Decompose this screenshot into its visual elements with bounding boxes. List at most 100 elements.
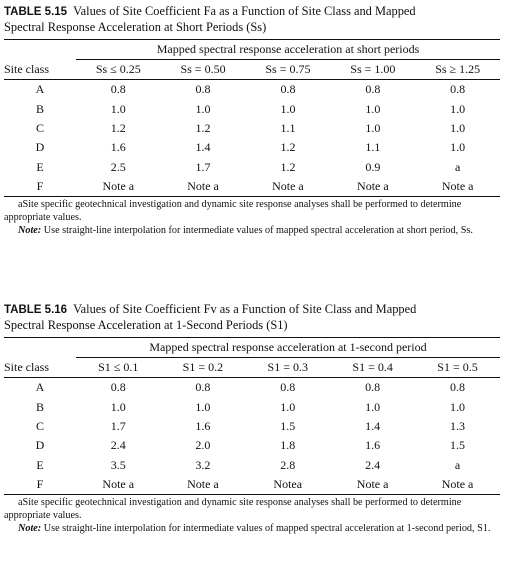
- note-cell: Note a: [76, 176, 161, 198]
- site-class-header: Site class: [4, 59, 76, 80]
- note: Note: Use straight-line interpolation fo…: [4, 225, 500, 238]
- value-cell: 1.7: [195, 159, 211, 174]
- value-cell: 1.0: [450, 120, 466, 135]
- table-row: E 2.5 1.7 1.2 0.9 a: [4, 158, 500, 177]
- note-cell: Note a: [330, 176, 416, 198]
- value-cell: 1.4: [365, 418, 381, 433]
- value-cell: 1.8: [280, 438, 296, 453]
- table-5-16-block: TABLE 5.16 Values of Site Coefficient Fv …: [4, 302, 500, 535]
- site-class-cell: E: [36, 159, 44, 174]
- value-cell: 1.1: [280, 120, 296, 135]
- site-class-cell: B: [35, 101, 44, 116]
- site-class-header: Site class: [4, 357, 76, 378]
- table-notes: aSite specific geotechnical investigatio…: [4, 199, 500, 237]
- table-label: TABLE 5.16: [4, 304, 68, 316]
- value-cell: 1.2: [110, 120, 126, 135]
- table-row: F Note a Note a Note a Note a Note a: [4, 176, 500, 198]
- value-cell: 0.8: [280, 82, 296, 97]
- site-coefficient-fv-table: Mapped spectral response acceleration at…: [4, 337, 500, 496]
- column-header: S1 = 0.4: [330, 357, 416, 378]
- value-cell: 1.2: [280, 159, 296, 174]
- value-cell: 0.8: [280, 380, 296, 395]
- note-cell: Notea: [245, 474, 331, 496]
- value-cell: 1.5: [280, 418, 296, 433]
- caption-line-1: Values of Site Coefficient Fv as a Funct…: [73, 302, 417, 316]
- site-coefficient-fa-table: Mapped spectral response acceleration at…: [4, 39, 500, 198]
- value-cell: 1.4: [195, 140, 211, 155]
- value-cell: 1.0: [450, 101, 466, 116]
- table-caption: TABLE 5.15 Values of Site Coefficient Fa …: [4, 4, 500, 35]
- table-row: A 0.8 0.8 0.8 0.8 0.8: [4, 80, 500, 100]
- table-row: A 0.8 0.8 0.8 0.8 0.8: [4, 378, 500, 398]
- column-header: Ss ≤ 0.25: [76, 59, 161, 80]
- table-row: D 1.6 1.4 1.2 1.1 1.0: [4, 138, 500, 157]
- note-cell: Note a: [160, 176, 246, 198]
- note-label: Note:: [18, 522, 42, 534]
- table-caption: TABLE 5.16 Values of Site Coefficient Fv …: [4, 302, 500, 333]
- caption-line-2: Spectral Response Acceleration at Short …: [4, 20, 267, 34]
- site-class-cell: A: [35, 380, 45, 395]
- group-header: Mapped spectral response acceleration at…: [76, 39, 500, 60]
- site-class-cell: E: [36, 457, 44, 472]
- site-class-cell: C: [35, 120, 44, 135]
- value-cell: 1.0: [280, 101, 296, 116]
- value-cell: 2.4: [365, 457, 381, 472]
- value-cell: 0.8: [450, 82, 466, 97]
- table-row: B 1.0 1.0 1.0 1.0 1.0: [4, 99, 500, 118]
- footnote: aSite specific geotechnical investigatio…: [4, 497, 462, 521]
- value-cell: 1.0: [280, 399, 296, 414]
- table-row: F Note a Note a Notea Note a Note a: [4, 474, 500, 496]
- footnote: aSite specific geotechnical investigatio…: [4, 199, 462, 223]
- value-cell: 3.5: [110, 457, 126, 472]
- column-header: Ss = 1.00: [330, 59, 416, 80]
- site-class-cell: A: [35, 82, 45, 97]
- value-cell: 2.4: [110, 438, 126, 453]
- column-header: S1 = 0.5: [415, 357, 500, 378]
- column-header: S1 ≤ 0.1: [76, 357, 161, 378]
- value-cell: 1.0: [365, 120, 381, 135]
- value-cell: 0.8: [450, 380, 466, 395]
- value-cell: 1.6: [365, 438, 381, 453]
- value-cell: 2.0: [195, 438, 211, 453]
- value-cell: 1.0: [365, 101, 381, 116]
- table-row: B 1.0 1.0 1.0 1.0 1.0: [4, 397, 500, 416]
- column-header: Ss = 0.75: [245, 59, 331, 80]
- note-text: Use straight-line interpolation for inte…: [43, 224, 473, 236]
- site-class-cell: B: [35, 399, 44, 414]
- table-row: C 1.7 1.6 1.5 1.4 1.3: [4, 417, 500, 436]
- value-cell: 2.8: [280, 457, 296, 472]
- site-class-cell: D: [35, 140, 45, 155]
- value-cell: 2.5: [110, 159, 126, 174]
- caption-line-1: Values of Site Coefficient Fa as a Funct…: [73, 4, 416, 18]
- note-cell: Note a: [415, 474, 500, 496]
- note: Note: Use straight-line interpolation fo…: [4, 523, 500, 536]
- value-cell: 1.0: [195, 101, 211, 116]
- value-cell: 1.6: [195, 418, 211, 433]
- table-label: TABLE 5.15: [4, 6, 68, 18]
- site-class-cell: F: [4, 176, 76, 198]
- value-cell: 1.0: [110, 101, 126, 116]
- value-cell: 0.8: [365, 380, 381, 395]
- column-header: S1 = 0.3: [245, 357, 331, 378]
- footnote-marker-cell: a: [454, 457, 461, 472]
- value-cell: 1.0: [450, 399, 466, 414]
- caption-line-2: Spectral Response Acceleration at 1-Seco…: [4, 318, 288, 332]
- value-cell: 0.8: [195, 82, 211, 97]
- group-header: Mapped spectral response acceleration at…: [76, 337, 500, 358]
- value-cell: 1.0: [365, 399, 381, 414]
- table-5-15-block: TABLE 5.15 Values of Site Coefficient Fa …: [4, 4, 500, 237]
- value-cell: 1.6: [110, 140, 126, 155]
- value-cell: 1.1: [365, 140, 381, 155]
- site-class-cell: C: [35, 418, 44, 433]
- value-cell: 1.3: [450, 418, 466, 433]
- value-cell: 0.8: [195, 380, 211, 395]
- value-cell: 1.5: [450, 438, 466, 453]
- column-header: S1 = 0.2: [160, 357, 246, 378]
- table-row: E 3.5 3.2 2.8 2.4 a: [4, 456, 500, 475]
- note-cell: Note a: [76, 474, 161, 496]
- value-cell: 1.0: [110, 399, 126, 414]
- site-class-cell: D: [35, 438, 45, 453]
- table-row: C 1.2 1.2 1.1 1.0 1.0: [4, 119, 500, 138]
- value-cell: 3.2: [195, 457, 211, 472]
- note-cell: Note a: [160, 474, 246, 496]
